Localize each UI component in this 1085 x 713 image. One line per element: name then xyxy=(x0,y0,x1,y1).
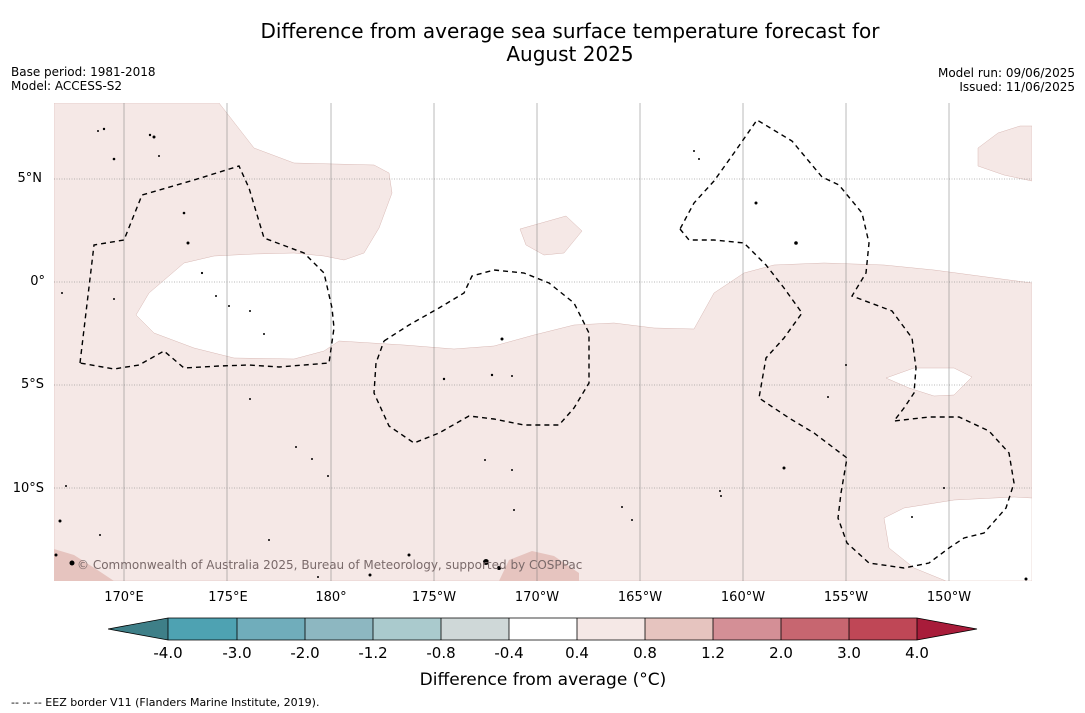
colorbar-segment-4 xyxy=(373,618,441,640)
colorbar-segment-11 xyxy=(849,618,917,640)
meta-right: Model run: 09/06/2025 Issued: 11/06/2025 xyxy=(938,66,1075,94)
colorbar-segment-8 xyxy=(645,618,713,640)
lat-label-0: 0° xyxy=(30,274,45,289)
lon-label-155w: 155°W xyxy=(823,590,869,605)
colorbar-tick-9: 1.2 xyxy=(701,644,725,662)
lon-label-170w: 170°W xyxy=(514,590,560,605)
copyright-notice: © Commonwealth of Australia 2025, Bureau… xyxy=(77,558,583,572)
colorbar xyxy=(107,616,978,642)
colorbar-segment-10 xyxy=(781,618,849,640)
title-line-1: Difference from average sea surface temp… xyxy=(260,19,880,43)
colorbar-tick-6: -0.4 xyxy=(494,644,524,662)
lon-label-170e: 170°E xyxy=(104,590,144,605)
lat-label-5s: 5°S xyxy=(20,377,44,392)
colorbar-tick-3: -2.0 xyxy=(290,644,320,662)
sst-anomaly-map xyxy=(54,103,1032,581)
anomaly-region-main xyxy=(54,103,1032,581)
colorbar-tick-2: -3.0 xyxy=(222,644,252,662)
colorbar-tick-8: 0.8 xyxy=(633,644,657,662)
anomaly-patch-northeast xyxy=(977,125,1032,182)
colorbar-segment-5 xyxy=(441,618,509,640)
meta-left: Base period: 1981-2018 Model: ACCESS-S2 xyxy=(11,65,156,93)
colorbar-dividers xyxy=(167,618,918,640)
colorbar-svg xyxy=(107,617,978,641)
model-name: Model: ACCESS-S2 xyxy=(11,79,123,93)
gridlines xyxy=(54,178,1032,489)
colorbar-tick-4: -1.2 xyxy=(358,644,388,662)
colorbar-segment-7 xyxy=(577,618,645,640)
anomaly-patch-equator xyxy=(519,215,583,256)
lon-label-180: 180° xyxy=(315,590,347,605)
neutral-region-east xyxy=(885,367,973,397)
eez-borders xyxy=(79,119,1015,569)
lat-label-5n: 5°N xyxy=(17,171,43,186)
colorbar-extend-low xyxy=(108,618,168,640)
colorbar-extend-high xyxy=(917,618,977,640)
colorbar-segment-9 xyxy=(713,618,781,640)
lon-label-175e: 175°E xyxy=(208,590,248,605)
colorbar-tick-12: 4.0 xyxy=(905,644,929,662)
title-line-2: August 2025 xyxy=(506,42,634,66)
colorbar-tick-1: -4.0 xyxy=(153,644,183,662)
lon-label-165w: 165°W xyxy=(617,590,663,605)
colorbar-segment-1 xyxy=(168,618,237,640)
eez-kiribati-phoenix xyxy=(373,269,590,444)
eez-legend: -- -- -- EEZ border V11 (Flanders Marine… xyxy=(11,696,320,709)
lat-label-10s: 10°S xyxy=(12,481,44,496)
model-run: Model run: 09/06/2025 xyxy=(937,66,1075,80)
colorbar-segment-6 xyxy=(509,618,577,640)
colorbar-tick-10: 2.0 xyxy=(769,644,793,662)
colorbar-segment-2 xyxy=(237,618,305,640)
colorbar-label: Difference from average (°C) xyxy=(419,670,667,690)
lon-label-160w: 160°W xyxy=(720,590,766,605)
map-title: Difference from average sea surface temp… xyxy=(170,20,970,66)
anomaly-patch-southwest xyxy=(54,549,114,581)
colorbar-tick-11: 3.0 xyxy=(837,644,861,662)
lon-label-150w: 150°W xyxy=(926,590,972,605)
islands xyxy=(54,127,1028,581)
colorbar-tick-7: 0.4 xyxy=(565,644,589,662)
anomaly-patch-south xyxy=(499,551,579,581)
colorbar-segment-3 xyxy=(305,618,373,640)
colorbar-tick-5: -0.8 xyxy=(426,644,456,662)
issued-date: Issued: 11/06/2025 xyxy=(959,80,1075,94)
lon-label-175w: 175°W xyxy=(411,590,457,605)
neutral-region-south xyxy=(883,496,1032,581)
base-period: Base period: 1981-2018 xyxy=(11,65,156,79)
map-canvas xyxy=(54,103,1032,581)
meridians xyxy=(123,103,950,581)
